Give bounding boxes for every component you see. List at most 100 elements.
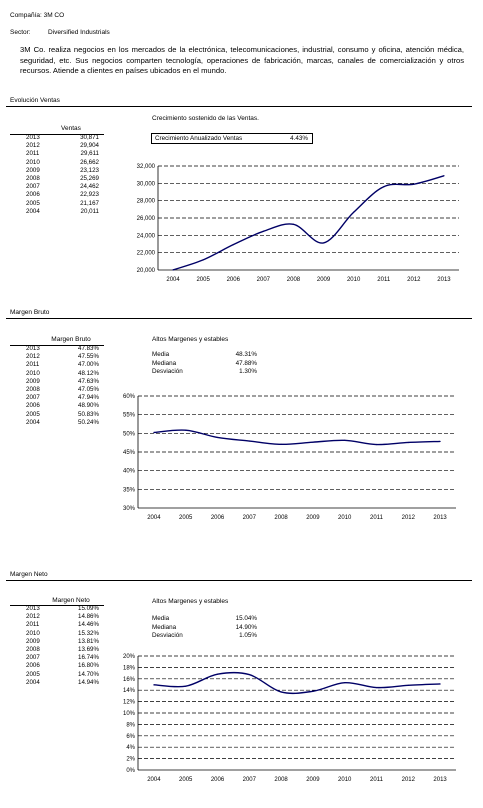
- table-row: 2010 26,662: [8, 159, 99, 167]
- x-tick-label: 2011: [370, 777, 384, 783]
- company-label: Compañía: 3M CO: [10, 12, 65, 19]
- table-row: 2004 20,011: [8, 208, 99, 216]
- row-year: 2007: [26, 654, 40, 662]
- row-value: 50.24%: [78, 418, 99, 426]
- y-tick-label: 12%: [123, 700, 136, 706]
- row-value: 14.86%: [78, 613, 99, 621]
- stat-label: Media: [152, 351, 170, 358]
- row-year: 2012: [26, 613, 40, 621]
- y-tick-label: 20%: [123, 654, 136, 660]
- chart-heading-margen-neto: Altos Margenes y estables: [152, 598, 229, 605]
- row-year: 2006: [26, 191, 40, 199]
- stat-row: Mediana 47.88%: [152, 360, 257, 369]
- stat-value: 47.88%: [235, 359, 257, 367]
- stat-label: Media: [152, 615, 170, 622]
- stat-label: Mediana: [152, 623, 177, 631]
- margen-neto-table: 2013 15.09% 2012 14.86% 2011 14.46% 2010 15.32%…: [8, 605, 99, 687]
- row-year: 2005: [26, 199, 40, 207]
- row-value: 25,269: [80, 175, 99, 183]
- data-point: [153, 431, 155, 434]
- stat-row: Media 15.04%: [152, 615, 257, 624]
- row-value: 50.83%: [78, 410, 99, 418]
- row-value: 16.80%: [78, 662, 99, 670]
- row-value: 47.94%: [78, 394, 99, 402]
- x-tick-label: 2006: [211, 777, 225, 783]
- row-year: 2013: [26, 134, 40, 141]
- series-line: [153, 671, 441, 695]
- table-row: 2006 48.90%: [8, 402, 99, 410]
- x-tick-label: 2004: [166, 277, 180, 283]
- row-year: 2013: [26, 605, 40, 612]
- x-tick-label: 2005: [179, 515, 193, 521]
- data-point: [413, 183, 415, 185]
- x-tick-label: 2012: [407, 277, 421, 283]
- data-point: [153, 684, 155, 686]
- row-year: 2005: [26, 410, 40, 418]
- data-point: [443, 175, 445, 177]
- table-row: 2007 24,462: [8, 183, 99, 191]
- stat-label: Desviación: [152, 368, 183, 375]
- x-tick-label: 2012: [402, 515, 416, 521]
- row-year: 2004: [26, 678, 40, 686]
- data-point: [383, 186, 385, 188]
- column-header-rule: [10, 605, 104, 606]
- row-year: 2012: [26, 353, 40, 361]
- series-line: [153, 429, 441, 446]
- data-point: [280, 691, 282, 693]
- data-point: [185, 429, 187, 431]
- chart-margen-bruto: 30% 35% 40% 45% 50% 55% 60% 2004 2005 2006 2007 200…: [123, 394, 456, 521]
- y-tick-label: 28,000: [137, 199, 156, 205]
- section-rule: [6, 580, 472, 581]
- row-year: 2009: [26, 166, 40, 174]
- x-tick-label: 2009: [306, 777, 320, 783]
- column-header-margen-neto: Margen Neto: [52, 597, 90, 604]
- table-row: 2004 50.24%: [8, 419, 99, 427]
- chart-heading-margen-bruto: Altos Margenes y estables: [152, 336, 229, 343]
- row-year: 2008: [26, 175, 40, 183]
- y-tick-label: 4%: [126, 745, 135, 751]
- chart-margen-neto: 0% 2% 4% 6% 8% 10% 12% 14% 16% 18% 20% 2004 2005 2006…: [123, 654, 456, 783]
- column-header-rule: [10, 345, 104, 346]
- y-tick-label: 10%: [123, 711, 136, 717]
- y-tick-label: 6%: [126, 734, 135, 740]
- row-year: 2005: [26, 670, 40, 678]
- row-value: 47.55%: [78, 353, 99, 361]
- x-tick-label: 2007: [243, 777, 257, 783]
- growth-box-value: 4.43%: [290, 135, 308, 142]
- data-point: [248, 673, 250, 676]
- x-tick-label: 2004: [147, 777, 161, 783]
- x-tick-label: 2009: [317, 277, 331, 283]
- y-tick-label: 55%: [123, 413, 136, 419]
- table-row: 2007 47.94%: [8, 394, 99, 402]
- row-year: 2010: [26, 629, 40, 637]
- row-value: 48.90%: [78, 402, 99, 410]
- x-tick-label: 2005: [179, 777, 193, 783]
- table-row: 2009 47.63%: [8, 378, 99, 386]
- x-tick-label: 2010: [338, 515, 352, 521]
- row-year: 2010: [26, 158, 40, 166]
- x-tick-label: 2007: [243, 515, 257, 521]
- y-tick-label: 22,000: [137, 251, 156, 257]
- stat-value: 1.05%: [239, 632, 257, 639]
- stat-label: Mediana: [152, 359, 177, 367]
- series-line: [172, 175, 445, 271]
- table-row: 2012 47.55%: [8, 353, 99, 361]
- y-tick-label: 24,000: [137, 233, 156, 239]
- data-point: [344, 682, 346, 684]
- y-tick-label: 26,000: [137, 216, 156, 222]
- row-year: 2004: [26, 207, 40, 215]
- stat-value: 1.30%: [239, 368, 257, 375]
- x-tick-label: 2013: [433, 777, 447, 783]
- section-title-margen-neto: Margen Neto: [10, 571, 48, 578]
- x-tick-label: 2010: [338, 777, 352, 783]
- x-tick-label: 2011: [370, 515, 384, 521]
- section-rule: [6, 106, 472, 107]
- sector-label: Sector:: [10, 29, 31, 36]
- table-row: 2008 25,269: [8, 175, 99, 183]
- stats-margen-neto: Media 15.04% Mediana 14.90% Desviación 1.05%: [152, 615, 257, 641]
- table-row: 2013 15.09%: [8, 605, 99, 613]
- table-row: 2008 47.05%: [8, 386, 99, 394]
- data-point: [185, 685, 187, 687]
- row-value: 13.81%: [78, 637, 99, 645]
- chart-heading-ventas: Crecimiento sostenido de las Ventas.: [152, 115, 259, 122]
